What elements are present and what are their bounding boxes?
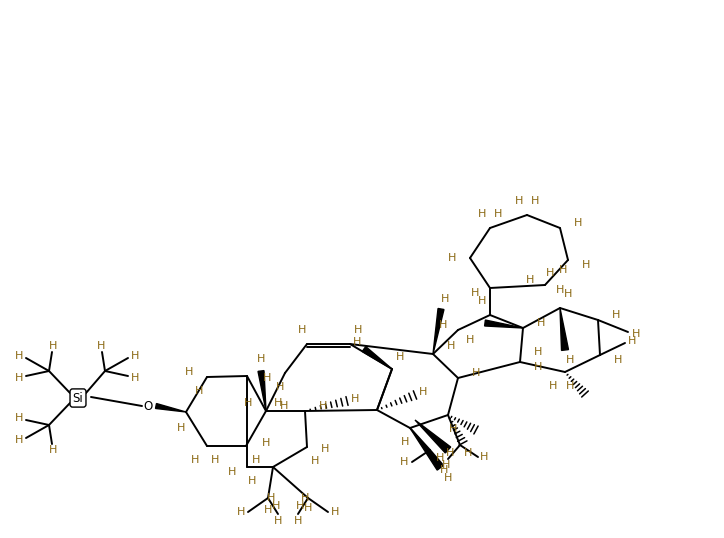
Text: H: H [274,516,282,526]
Text: H: H [321,444,329,454]
Text: H: H [298,325,306,335]
Polygon shape [156,404,186,412]
Text: H: H [319,401,327,411]
Text: H: H [14,373,23,383]
Text: H: H [294,516,302,526]
Text: H: H [237,507,245,517]
Text: H: H [418,387,427,397]
Text: H: H [464,448,472,458]
Text: H: H [296,501,304,511]
Text: H: H [14,413,23,423]
Text: H: H [248,476,256,486]
Text: H: H [49,445,57,455]
Text: H: H [526,275,534,285]
Text: H: H [279,401,288,411]
Text: H: H [439,320,447,330]
Text: H: H [614,355,622,365]
Text: H: H [276,382,285,392]
Text: H: H [195,386,203,396]
Text: H: H [244,398,252,408]
Polygon shape [433,308,444,354]
Text: H: H [436,453,445,463]
Text: H: H [556,285,564,295]
Text: H: H [449,424,457,434]
Text: H: H [448,253,456,263]
Text: H: H [185,367,193,377]
Text: H: H [263,373,272,383]
Text: H: H [257,354,265,364]
Text: H: H [177,423,185,433]
Text: Si: Si [72,392,83,405]
Text: H: H [531,196,539,206]
Text: H: H [131,373,139,383]
Text: H: H [441,294,449,304]
Text: H: H [267,493,275,503]
Text: H: H [447,341,455,351]
Text: H: H [272,501,280,511]
Text: H: H [262,438,270,448]
Text: H: H [264,505,272,515]
Text: H: H [536,318,545,328]
Text: H: H [480,452,488,462]
Polygon shape [362,346,392,369]
Text: H: H [442,460,450,470]
Text: H: H [566,381,574,391]
Text: H: H [211,455,219,465]
Text: H: H [534,362,542,372]
Text: H: H [191,455,199,465]
Text: H: H [466,335,474,345]
Text: H: H [559,265,567,275]
Text: H: H [534,347,542,357]
Text: H: H [472,368,480,378]
Text: H: H [354,325,362,335]
Text: H: H [612,310,620,320]
Text: H: H [494,209,502,219]
Text: H: H [546,268,554,278]
Polygon shape [415,420,451,453]
Polygon shape [560,308,568,350]
Text: H: H [549,381,557,391]
Text: H: H [252,455,260,465]
Text: H: H [274,398,282,408]
Text: H: H [582,260,590,270]
Text: H: H [446,448,454,458]
Text: H: H [515,196,523,206]
Text: H: H [628,336,636,346]
Text: H: H [439,465,448,475]
Text: H: H [228,467,236,477]
Text: H: H [131,351,139,361]
Text: H: H [300,493,309,503]
Text: H: H [478,209,487,219]
Text: H: H [353,337,361,347]
Text: H: H [566,355,574,365]
Text: H: H [400,457,408,467]
Polygon shape [258,371,266,411]
Text: H: H [304,503,312,513]
Text: H: H [632,329,640,339]
Text: O: O [143,400,153,413]
Text: H: H [49,341,57,351]
Text: H: H [401,437,409,447]
Text: H: H [396,352,404,362]
Text: H: H [14,435,23,445]
Text: H: H [478,296,487,306]
Text: H: H [444,473,452,483]
Text: H: H [471,288,479,298]
Text: H: H [564,289,572,299]
Text: H: H [97,341,105,351]
Text: H: H [14,351,23,361]
Polygon shape [484,320,523,328]
Text: H: H [351,394,359,404]
Text: H: H [311,456,319,466]
Text: H: H [331,507,339,517]
Polygon shape [410,428,443,470]
Text: H: H [574,218,582,228]
